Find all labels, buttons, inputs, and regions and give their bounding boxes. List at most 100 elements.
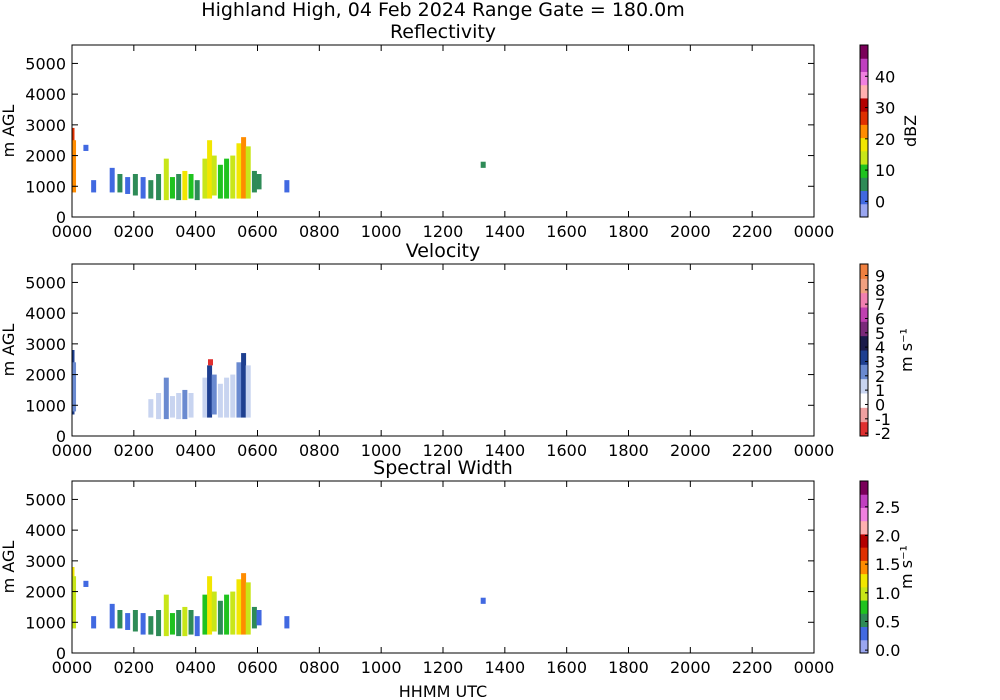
y-tick-label: 5000	[25, 273, 66, 292]
x-tick-label: 1400	[484, 658, 525, 677]
data-layer	[72, 127, 486, 201]
data-cell	[251, 389, 257, 412]
colorbar-swatch	[860, 164, 868, 178]
data-cell	[163, 594, 169, 637]
data-cell	[117, 610, 123, 629]
y-tick-label: 1000	[25, 613, 66, 632]
data-cell	[125, 396, 131, 413]
x-tick-label: 0200	[113, 658, 154, 677]
colorbar-tick-label: 10	[875, 161, 895, 180]
data-cell	[230, 374, 236, 418]
data-cell	[217, 164, 223, 199]
data-cell	[241, 573, 247, 635]
x-tick-label: 2200	[732, 658, 773, 677]
colorbar-tick-label: 4	[875, 338, 885, 357]
colorbar-swatch	[860, 613, 868, 628]
x-tick-label: 1200	[423, 441, 464, 460]
data-cell	[188, 610, 194, 635]
y-tick-label: 4000	[25, 521, 66, 540]
data-cell	[230, 155, 236, 199]
x-tick-label: 1200	[423, 658, 464, 677]
colorbar-swatch	[860, 58, 868, 72]
x-tick-label: 0400	[175, 441, 216, 460]
x-tick-label: 1000	[361, 222, 402, 241]
data-cell	[236, 579, 242, 635]
colorbar-swatch	[860, 533, 868, 548]
y-tick-label: 1000	[25, 177, 66, 196]
data-cell	[156, 393, 162, 420]
colorbar-swatch	[860, 364, 868, 380]
data-cell	[182, 389, 188, 420]
data-cell	[156, 174, 162, 201]
colorbar-label: m s⁻¹	[897, 328, 916, 372]
data-cell	[208, 359, 214, 366]
colorbar-swatch	[860, 421, 868, 437]
data-cell	[169, 177, 175, 199]
colorbar-swatch	[860, 177, 868, 192]
x-tick-label: 1800	[608, 441, 649, 460]
data-cell	[251, 170, 257, 193]
panel-title: Velocity	[406, 240, 481, 262]
colorbar-tick-label: 20	[875, 130, 895, 149]
x-tick-label: 0000	[52, 222, 93, 241]
x-tick-label: 1200	[423, 222, 464, 241]
data-cell	[284, 180, 290, 193]
data-cell	[132, 174, 138, 196]
colorbar-swatch	[860, 481, 868, 495]
x-tick-label: 1600	[546, 222, 587, 241]
data-cell	[230, 591, 236, 635]
data-cell	[480, 597, 486, 604]
colorbar-tick-label: -1	[875, 410, 891, 429]
data-cell	[83, 580, 89, 587]
data-cell	[83, 144, 89, 151]
colorbar-label: m s⁻¹	[897, 545, 916, 589]
data-cell	[125, 613, 131, 630]
data-cell	[236, 362, 242, 418]
x-tick-label: 0800	[299, 222, 340, 241]
colorbar-swatch	[860, 393, 868, 408]
data-cell	[194, 616, 200, 637]
data-cell	[224, 377, 230, 418]
colorbar-tick-label: 2.5	[875, 498, 900, 517]
x-tick-label: 0200	[113, 222, 154, 241]
data-cell	[176, 610, 182, 637]
colorbar-tick-label: 6	[875, 309, 885, 328]
y-tick-label: 3000	[25, 335, 66, 354]
figure-suptitle: Highland High, 04 Feb 2024 Range Gate = …	[201, 0, 684, 21]
y-tick-label: 5000	[25, 490, 66, 509]
data-cell	[117, 393, 123, 412]
data-cell	[176, 393, 182, 420]
x-tick-label: 0800	[299, 441, 340, 460]
colorbar-swatch	[860, 150, 868, 165]
data-cell	[211, 155, 217, 196]
x-tick-label: 0000	[794, 222, 835, 241]
x-tick-label: 0600	[237, 222, 278, 241]
colorbar-swatch	[860, 560, 868, 575]
colorbar-frame	[859, 44, 869, 218]
x-tick-label: 1600	[546, 658, 587, 677]
data-cell	[207, 365, 213, 418]
data-cell	[140, 613, 146, 635]
data-cell	[241, 137, 247, 199]
colorbar-frame	[859, 480, 869, 654]
data-cell	[194, 399, 200, 420]
data-layer	[72, 350, 486, 420]
colorbar-tick-label: 1	[875, 381, 885, 400]
data-cell	[72, 140, 77, 193]
x-tick-label: 0200	[113, 441, 154, 460]
colorbar-swatch	[860, 350, 868, 365]
data-cell	[72, 362, 77, 412]
x-tick-label: 2000	[670, 222, 711, 241]
colorbar-swatch	[860, 278, 868, 294]
data-cell	[224, 594, 230, 635]
data-cell	[169, 396, 175, 418]
x-tick-label: 0800	[299, 658, 340, 677]
x-tick-label: 0000	[794, 658, 835, 677]
colorbar-swatch	[860, 307, 868, 322]
data-cell	[256, 393, 262, 409]
x-tick-label: 2000	[670, 441, 711, 460]
x-tick-label: 0400	[175, 222, 216, 241]
colorbar-tick-label: 5	[875, 324, 885, 343]
y-tick-label: 4000	[25, 85, 66, 104]
